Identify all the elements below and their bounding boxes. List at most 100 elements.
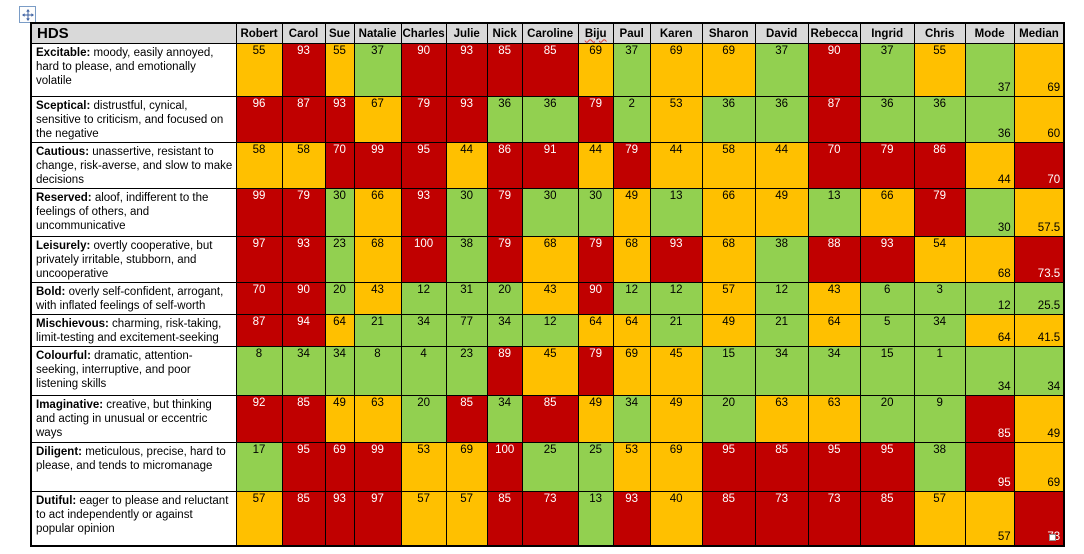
score-cell[interactable]: 13 <box>807 188 861 237</box>
score-cell[interactable]: 58 <box>235 142 283 189</box>
score-cell[interactable]: 79 <box>400 96 447 143</box>
score-cell[interactable]: 25 <box>521 442 579 492</box>
score-cell[interactable]: 57 <box>400 491 447 546</box>
score-cell[interactable]: 49 <box>577 395 614 443</box>
score-cell[interactable]: 2 <box>612 96 651 143</box>
score-cell[interactable]: 70 <box>324 142 355 189</box>
summary-cell[interactable]: 60 <box>1013 96 1065 143</box>
column-header[interactable]: Sue <box>324 22 355 44</box>
score-cell[interactable]: 90 <box>807 43 861 97</box>
score-cell[interactable]: 99 <box>353 142 402 189</box>
score-cell[interactable]: 79 <box>486 236 523 283</box>
score-cell[interactable]: 85 <box>486 491 523 546</box>
score-cell[interactable]: 43 <box>521 282 579 315</box>
score-cell[interactable]: 79 <box>612 142 651 189</box>
score-cell[interactable]: 38 <box>913 442 966 492</box>
score-cell[interactable]: 34 <box>754 346 809 396</box>
summary-cell[interactable]: 44 <box>964 142 1015 189</box>
column-header[interactable]: Natalie <box>353 22 402 44</box>
column-header[interactable]: Caroline <box>521 22 579 44</box>
score-cell[interactable]: 89 <box>486 346 523 396</box>
score-cell[interactable]: 57 <box>701 282 756 315</box>
score-cell[interactable]: 100 <box>486 442 523 492</box>
score-cell[interactable]: 63 <box>353 395 402 443</box>
score-cell[interactable]: 85 <box>701 491 756 546</box>
resize-handle[interactable] <box>1049 534 1056 541</box>
score-cell[interactable]: 45 <box>521 346 579 396</box>
score-cell[interactable]: 49 <box>701 314 756 347</box>
score-cell[interactable]: 85 <box>521 43 579 97</box>
score-cell[interactable]: 30 <box>324 188 355 237</box>
score-cell[interactable]: 73 <box>807 491 861 546</box>
score-cell[interactable]: 20 <box>486 282 523 315</box>
score-cell[interactable]: 87 <box>281 96 326 143</box>
score-cell[interactable]: 12 <box>754 282 809 315</box>
column-header[interactable]: Charles <box>400 22 447 44</box>
score-cell[interactable]: 68 <box>521 236 579 283</box>
row-label[interactable]: Sceptical: distrustful, cynical, sensiti… <box>30 96 237 143</box>
score-cell[interactable]: 37 <box>754 43 809 97</box>
score-cell[interactable]: 15 <box>701 346 756 396</box>
summary-cell[interactable]: 34 <box>1013 346 1065 396</box>
score-cell[interactable]: 95 <box>807 442 861 492</box>
score-cell[interactable]: 66 <box>353 188 402 237</box>
score-cell[interactable]: 90 <box>281 282 326 315</box>
column-header[interactable]: Rebecca <box>807 22 861 44</box>
score-cell[interactable]: 34 <box>400 314 447 347</box>
summary-cell[interactable]: 95 <box>964 442 1015 492</box>
score-cell[interactable]: 20 <box>324 282 355 315</box>
score-cell[interactable]: 91 <box>521 142 579 189</box>
score-cell[interactable]: 45 <box>649 346 703 396</box>
row-label[interactable]: Dutiful: eager to please and reluctant t… <box>30 491 237 546</box>
score-cell[interactable]: 85 <box>281 395 326 443</box>
score-cell[interactable]: 96 <box>235 96 283 143</box>
summary-cell[interactable]: 36 <box>964 96 1015 143</box>
score-cell[interactable]: 38 <box>445 236 488 283</box>
score-cell[interactable]: 68 <box>612 236 651 283</box>
score-cell[interactable]: 95 <box>400 142 447 189</box>
score-cell[interactable]: 1 <box>913 346 966 396</box>
score-cell[interactable]: 68 <box>353 236 402 283</box>
score-cell[interactable]: 57 <box>235 491 283 546</box>
score-cell[interactable]: 66 <box>859 188 915 237</box>
summary-cell[interactable]: 30 <box>964 188 1015 237</box>
score-cell[interactable]: 85 <box>486 43 523 97</box>
score-cell[interactable]: 93 <box>612 491 651 546</box>
score-cell[interactable]: 70 <box>807 142 861 189</box>
score-cell[interactable]: 68 <box>701 236 756 283</box>
score-cell[interactable]: 8 <box>353 346 402 396</box>
score-cell[interactable]: 34 <box>486 314 523 347</box>
score-cell[interactable]: 79 <box>486 188 523 237</box>
score-cell[interactable]: 58 <box>281 142 326 189</box>
score-cell[interactable]: 37 <box>859 43 915 97</box>
score-cell[interactable]: 36 <box>521 96 579 143</box>
score-cell[interactable]: 30 <box>577 188 614 237</box>
summary-cell[interactable]: 85 <box>964 395 1015 443</box>
score-cell[interactable]: 92 <box>235 395 283 443</box>
move-handle-icon[interactable] <box>19 6 36 23</box>
score-cell[interactable]: 64 <box>324 314 355 347</box>
score-cell[interactable]: 93 <box>859 236 915 283</box>
score-cell[interactable]: 79 <box>577 346 614 396</box>
score-cell[interactable]: 69 <box>649 43 703 97</box>
score-cell[interactable]: 95 <box>701 442 756 492</box>
score-cell[interactable]: 94 <box>281 314 326 347</box>
row-label[interactable]: Excitable: moody, easily annoyed, hard t… <box>30 43 237 97</box>
score-cell[interactable]: 12 <box>612 282 651 315</box>
score-cell[interactable]: 20 <box>400 395 447 443</box>
score-cell[interactable]: 79 <box>859 142 915 189</box>
summary-cell[interactable]: 73.5 <box>1013 236 1065 283</box>
score-cell[interactable]: 90 <box>577 282 614 315</box>
table-title[interactable]: HDS <box>30 22 237 44</box>
score-cell[interactable]: 69 <box>649 442 703 492</box>
score-cell[interactable]: 53 <box>612 442 651 492</box>
score-cell[interactable]: 79 <box>281 188 326 237</box>
column-header[interactable]: Paul <box>612 22 651 44</box>
column-header[interactable]: Robert <box>235 22 283 44</box>
column-header[interactable]: Karen <box>649 22 703 44</box>
score-cell[interactable]: 64 <box>612 314 651 347</box>
score-cell[interactable]: 8 <box>235 346 283 396</box>
row-label[interactable]: Cautious: unassertive, resistant to chan… <box>30 142 237 189</box>
column-header[interactable]: Mode <box>964 22 1015 44</box>
score-cell[interactable]: 93 <box>281 43 326 97</box>
